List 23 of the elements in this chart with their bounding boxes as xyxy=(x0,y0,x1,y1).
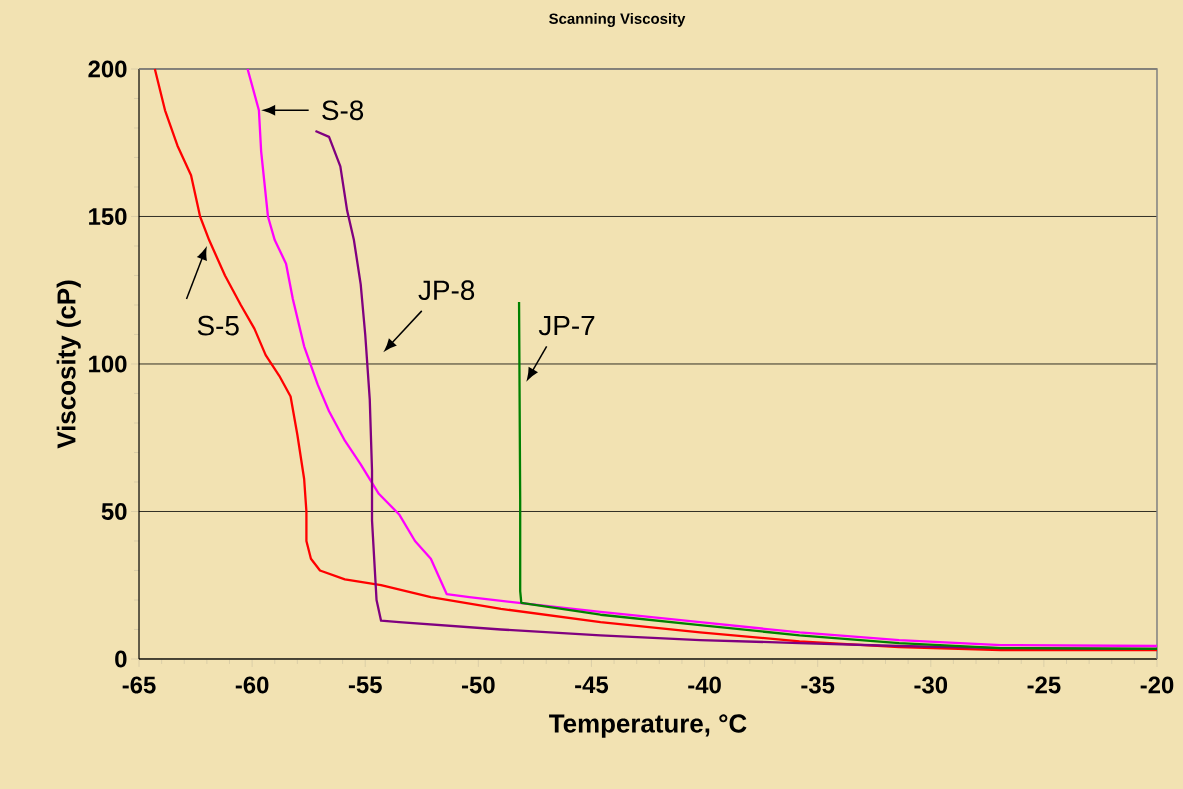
x-tick-label: -45 xyxy=(575,676,609,694)
annotation: JP-7 xyxy=(538,315,595,336)
chart-title: Scanning Viscosity xyxy=(549,12,686,27)
y-tick-label: 200 xyxy=(88,60,127,78)
y-tick-label: 50 xyxy=(101,503,127,520)
line-series xyxy=(517,300,1159,651)
x-tick-label: -65 xyxy=(122,676,156,694)
y-tick-label: 0 xyxy=(115,650,127,668)
x-tick-label: -60 xyxy=(235,676,269,694)
x-tick-label: -40 xyxy=(688,676,721,694)
x-tick-label: -35 xyxy=(801,676,835,694)
annotation: S-8 xyxy=(322,100,364,121)
annotation: S-5 xyxy=(197,315,239,336)
y-tick-label: 150 xyxy=(89,208,127,225)
x-axis-title: Temperature, °C xyxy=(549,714,747,738)
x-tick-label: -50 xyxy=(462,676,495,694)
x-tick-label: -55 xyxy=(348,676,382,694)
annotation: JP-8 xyxy=(418,280,475,301)
x-tick-label: -25 xyxy=(1027,676,1061,694)
y-axis-title: Viscosity (cP) xyxy=(56,280,81,449)
x-tick-label: -30 xyxy=(914,676,948,694)
x-tick-label: -20 xyxy=(1140,676,1174,694)
y-tick-label: 100 xyxy=(89,355,127,373)
